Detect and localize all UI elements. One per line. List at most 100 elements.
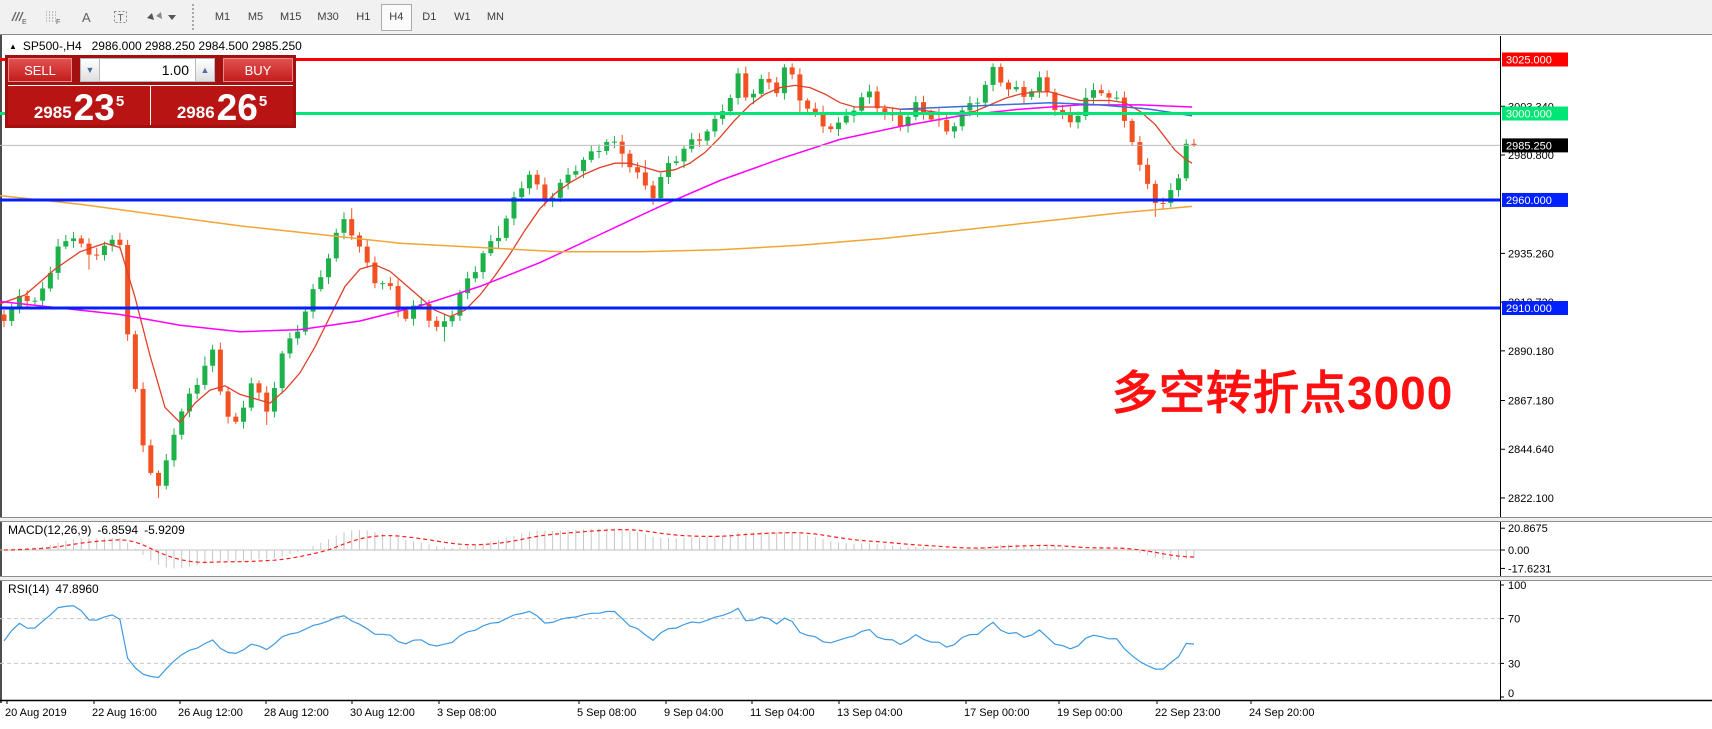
text-box-icon[interactable]: T bbox=[106, 3, 136, 31]
toolbar: E F A T bbox=[0, 0, 1712, 35]
candle-up bbox=[596, 150, 602, 152]
candle-down bbox=[1052, 92, 1058, 110]
candle-up bbox=[109, 239, 115, 246]
splitter-main-macd[interactable] bbox=[0, 517, 1712, 522]
candle-down bbox=[156, 472, 162, 486]
timeframe-button-M15[interactable]: M15 bbox=[273, 4, 308, 31]
date-label: 3 Sep 08:00 bbox=[437, 707, 496, 719]
timeframe-button-H4[interactable]: H4 bbox=[380, 3, 412, 31]
candle-down bbox=[642, 172, 648, 186]
timeframe-button-M5[interactable]: M5 bbox=[240, 4, 271, 31]
price-axis-label: 2844.640 bbox=[1508, 444, 1554, 456]
timeframe-button-M30[interactable]: M30 bbox=[310, 4, 345, 31]
candle-up bbox=[411, 305, 417, 319]
price-badge-label: 2960.000 bbox=[1506, 195, 1552, 207]
candle-down bbox=[766, 78, 772, 83]
candle-up bbox=[588, 151, 594, 160]
volume-input[interactable] bbox=[100, 58, 195, 82]
candle-up bbox=[951, 126, 957, 132]
ohlc-values: 2986.000 2988.250 2984.500 2985.250 bbox=[91, 39, 302, 53]
candle-up bbox=[751, 93, 757, 98]
candle-up bbox=[40, 288, 46, 301]
ma-mid-magenta bbox=[0, 104, 1193, 333]
candle-up bbox=[163, 460, 169, 486]
sell-button[interactable]: SELL bbox=[8, 58, 72, 82]
candle-down bbox=[897, 115, 903, 127]
candle-up bbox=[681, 148, 687, 162]
indicators-icon[interactable]: E bbox=[4, 3, 34, 31]
toolbar-separator bbox=[192, 4, 198, 30]
price-badge bbox=[1502, 106, 1568, 121]
candle-up bbox=[496, 237, 502, 242]
candle-up bbox=[735, 73, 741, 98]
date-label: 22 Aug 16:00 bbox=[92, 707, 157, 719]
symbol-period-label: SP500-,H4 bbox=[22, 39, 82, 53]
collapse-triangle-icon[interactable]: ▲ bbox=[9, 42, 17, 51]
volume-increase-button[interactable]: ▲ bbox=[195, 58, 215, 82]
candle-down bbox=[1129, 120, 1135, 143]
timeframe-button-D1[interactable]: D1 bbox=[414, 4, 445, 31]
candle-up bbox=[171, 434, 177, 461]
one-click-trade-panel: SELL ▼ ▲ BUY 2985 23 5 2986 26 5 bbox=[5, 55, 296, 128]
macd-label: MACD(12,26,9) -6.8594 -5.9209 bbox=[8, 523, 191, 537]
sell-price-prefix: 2985 bbox=[33, 103, 72, 122]
date-label: 13 Sep 04:00 bbox=[837, 707, 902, 719]
candle-down bbox=[117, 239, 123, 245]
price-badge-label: 2910.000 bbox=[1506, 303, 1552, 315]
candle-up bbox=[565, 174, 571, 183]
price-badge-label: 3000.000 bbox=[1506, 109, 1552, 121]
objects-icon[interactable] bbox=[140, 3, 182, 31]
candle-up bbox=[1168, 190, 1174, 203]
candle-up bbox=[1013, 87, 1019, 90]
date-label: 5 Sep 08:00 bbox=[577, 707, 636, 719]
candle-up bbox=[318, 277, 324, 290]
candle-up bbox=[341, 219, 347, 233]
buy-price-display[interactable]: 2986 26 5 bbox=[151, 86, 293, 128]
candle-down bbox=[696, 139, 702, 141]
timeframe-button-M1[interactable]: M1 bbox=[207, 4, 238, 31]
font-icon[interactable]: A bbox=[72, 3, 102, 31]
date-label: 11 Sep 04:00 bbox=[750, 707, 815, 719]
timeframe-button-MN[interactable]: MN bbox=[480, 4, 511, 31]
splitter-macd-rsi[interactable] bbox=[0, 576, 1712, 581]
candle-up bbox=[101, 245, 107, 256]
buy-button[interactable]: BUY bbox=[223, 58, 293, 82]
candle-up bbox=[186, 393, 192, 412]
candle-up bbox=[581, 159, 587, 172]
candle-up bbox=[449, 315, 455, 322]
candle-up bbox=[905, 116, 911, 127]
candle-up bbox=[975, 102, 981, 104]
candle-down bbox=[395, 286, 401, 311]
svg-text:F: F bbox=[56, 19, 60, 25]
candle-down bbox=[619, 141, 625, 154]
candle-up bbox=[712, 118, 718, 132]
candle-up bbox=[511, 197, 517, 219]
grid-icon[interactable]: F bbox=[38, 3, 68, 31]
candle-up bbox=[310, 289, 316, 312]
candle-down bbox=[1121, 97, 1127, 121]
date-label: 17 Sep 00:00 bbox=[964, 707, 1029, 719]
candle-up bbox=[248, 383, 254, 408]
candle-down bbox=[364, 246, 370, 263]
sell-price-big: 23 bbox=[73, 86, 115, 128]
candle-up bbox=[71, 238, 77, 242]
timeframe-button-W1[interactable]: W1 bbox=[447, 4, 478, 31]
candle-down bbox=[140, 388, 146, 446]
volume-decrease-button[interactable]: ▼ bbox=[80, 58, 100, 82]
macd-axis-label: 0.00 bbox=[1508, 545, 1529, 557]
ma-short-blue bbox=[899, 101, 1193, 117]
candle-up bbox=[472, 272, 478, 279]
candle-up bbox=[526, 174, 532, 189]
date-label: 22 Sep 23:00 bbox=[1155, 707, 1220, 719]
date-label: 26 Aug 12:00 bbox=[178, 707, 243, 719]
candle-up bbox=[1114, 97, 1120, 99]
price-badge bbox=[1502, 52, 1568, 67]
timeframe-button-H1[interactable]: H1 bbox=[348, 4, 379, 31]
sell-price-display[interactable]: 2985 23 5 bbox=[8, 86, 151, 128]
candle-down bbox=[372, 262, 378, 284]
buy-price-sup: 5 bbox=[258, 93, 268, 110]
price-badge-label: 2985.250 bbox=[1506, 140, 1552, 152]
rsi-axis-label: 100 bbox=[1508, 580, 1526, 592]
candle-down bbox=[743, 73, 749, 98]
buy-price-big: 26 bbox=[216, 86, 258, 128]
